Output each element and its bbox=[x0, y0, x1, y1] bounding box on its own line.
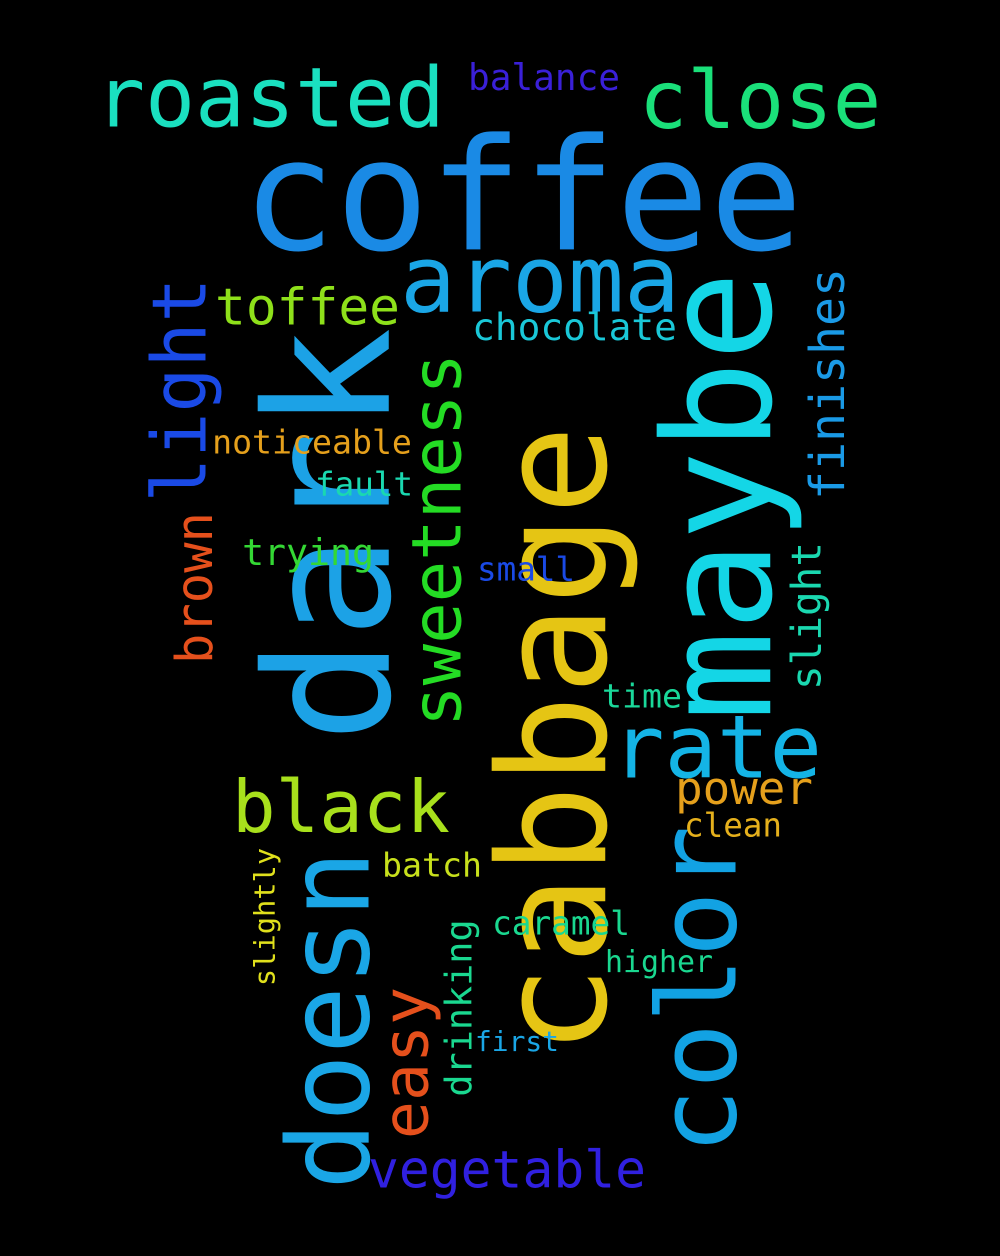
word-light: light bbox=[136, 277, 224, 503]
word-batch: batch bbox=[382, 844, 482, 884]
word-higher: higher bbox=[605, 944, 713, 980]
word-drinking: drinking bbox=[437, 919, 481, 1097]
word-chocolate: chocolate bbox=[472, 305, 677, 350]
word-slightly: slightly bbox=[247, 847, 282, 987]
word-finishes: finishes bbox=[799, 267, 856, 501]
word-trying: trying bbox=[242, 530, 374, 574]
word-sweetness: sweetness bbox=[397, 353, 478, 727]
word-black: black bbox=[232, 765, 450, 850]
word-coffee: coffee bbox=[242, 104, 803, 286]
word-small: small bbox=[476, 550, 576, 589]
word-slight: slight bbox=[782, 541, 831, 691]
word-balance: balance bbox=[467, 56, 621, 99]
word-roasted: roasted bbox=[95, 49, 445, 147]
word-easy: easy bbox=[367, 986, 442, 1139]
word-first: first bbox=[475, 1025, 559, 1059]
word-close: close bbox=[638, 52, 882, 147]
word-time: time bbox=[602, 675, 682, 715]
word-noticeable: noticeable bbox=[212, 421, 412, 461]
word-color: color bbox=[633, 825, 761, 1155]
word-clean: clean bbox=[683, 806, 783, 845]
word-aroma: aroma bbox=[400, 225, 680, 334]
word-caramel: caramel bbox=[492, 904, 630, 943]
word-brown: brown bbox=[164, 511, 224, 665]
word-rate: rate bbox=[612, 696, 822, 799]
word-vegetable: vegetable bbox=[368, 1139, 646, 1200]
word-power: power bbox=[675, 760, 813, 815]
word-fault: fault bbox=[314, 465, 414, 504]
word-toffee: toffee bbox=[215, 276, 400, 337]
